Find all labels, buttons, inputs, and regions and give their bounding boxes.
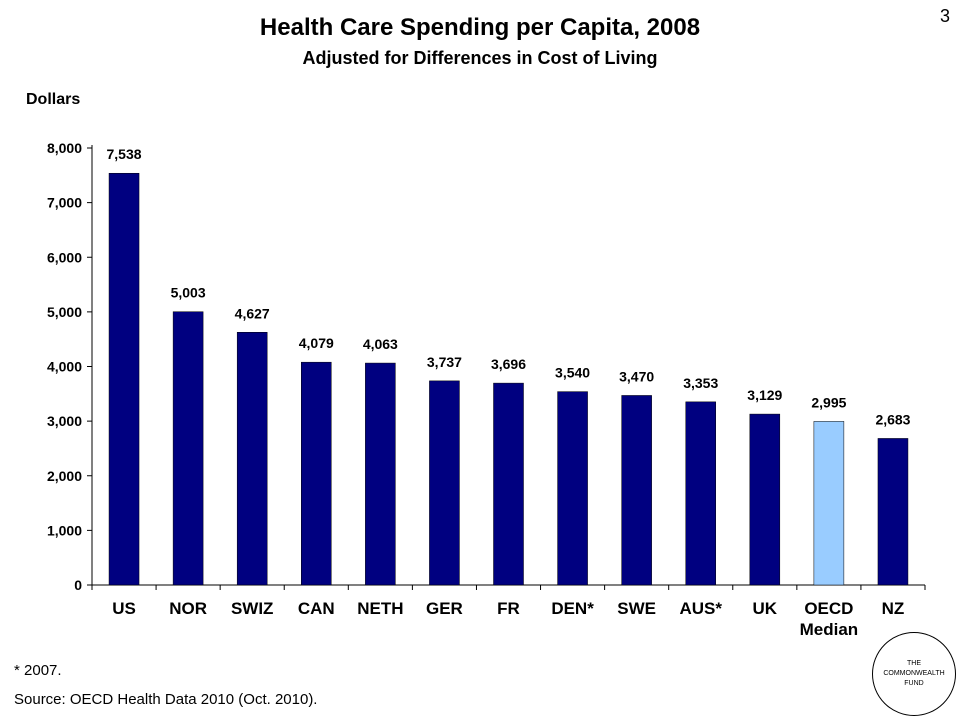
commonwealth-fund-logo: THE COMMONWEALTH FUND bbox=[872, 632, 956, 716]
y-tick-label: 0 bbox=[74, 577, 82, 593]
data-label: 4,079 bbox=[299, 335, 334, 351]
data-label: 3,470 bbox=[619, 368, 654, 384]
x-tick-label: OECD bbox=[804, 599, 853, 618]
x-tick-label: DEN* bbox=[551, 599, 594, 618]
data-label: 7,538 bbox=[107, 146, 142, 162]
bar bbox=[685, 401, 716, 586]
bar bbox=[557, 391, 588, 586]
bar bbox=[621, 395, 652, 586]
data-label: 3,696 bbox=[491, 356, 526, 372]
bar bbox=[301, 361, 332, 586]
x-tick-label: GER bbox=[426, 599, 463, 618]
bar bbox=[108, 172, 140, 586]
bar bbox=[493, 382, 524, 586]
y-tick-label: 1,000 bbox=[47, 522, 82, 538]
x-tick-label: NETH bbox=[357, 599, 403, 618]
data-label: 2,683 bbox=[875, 411, 910, 427]
chart-title: Health Care Spending per Capita, 2008 bbox=[259, 14, 701, 41]
y-tick-label: 6,000 bbox=[47, 249, 82, 265]
data-label: 3,737 bbox=[427, 354, 462, 370]
x-tick-label: US bbox=[112, 599, 136, 618]
logo-line: THE bbox=[907, 660, 921, 667]
x-tick-label: FR bbox=[497, 599, 520, 618]
y-tick-label: 4,000 bbox=[47, 359, 82, 375]
x-tick-label: SWE bbox=[617, 599, 656, 618]
data-label: 4,063 bbox=[363, 336, 398, 352]
slide-number: 3 bbox=[939, 6, 950, 26]
bar bbox=[749, 413, 781, 586]
data-label: 3,540 bbox=[555, 365, 590, 381]
bar bbox=[365, 362, 396, 586]
data-label: 3,353 bbox=[683, 375, 718, 391]
chart-subtitle: Adjusted for Differences in Cost of Livi… bbox=[302, 48, 658, 68]
y-tick-label: 7,000 bbox=[47, 195, 82, 211]
bar bbox=[813, 421, 845, 586]
x-tick-label: SWIZ bbox=[231, 599, 274, 618]
logo-line: FUND bbox=[904, 680, 924, 687]
y-tick-label: 8,000 bbox=[47, 140, 82, 156]
x-tick-label: NOR bbox=[169, 599, 207, 618]
y-axis-label: Dollars bbox=[26, 91, 80, 108]
y-tick-label: 5,000 bbox=[47, 304, 82, 320]
data-label: 3,129 bbox=[747, 387, 782, 403]
x-tick-label: CAN bbox=[298, 599, 335, 618]
y-tick-label: 3,000 bbox=[47, 413, 82, 429]
x-tick-label: AUS* bbox=[679, 599, 722, 618]
source-note: Source: OECD Health Data 2010 (Oct. 2010… bbox=[14, 691, 318, 708]
bar bbox=[236, 332, 268, 586]
x-tick-label: NZ bbox=[882, 599, 905, 618]
data-label: 4,627 bbox=[235, 305, 270, 321]
data-label: 2,995 bbox=[811, 394, 846, 410]
data-label: 5,003 bbox=[171, 285, 206, 301]
y-tick-label: 2,000 bbox=[47, 468, 82, 484]
bar bbox=[877, 438, 909, 586]
x-tick-label: Median bbox=[800, 620, 859, 639]
x-tick-label: UK bbox=[753, 599, 778, 618]
bar bbox=[429, 380, 460, 586]
bar bbox=[172, 311, 204, 586]
logo-line: COMMONWEALTH bbox=[883, 670, 945, 677]
footnote: * 2007. bbox=[14, 662, 62, 679]
